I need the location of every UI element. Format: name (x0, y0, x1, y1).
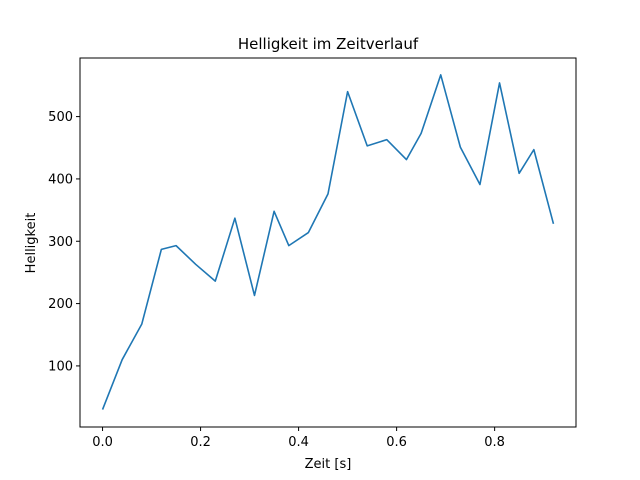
series-layer (101, 74, 555, 410)
y-axis-label: Helligkeit (24, 213, 39, 274)
chart-title: Helligkeit im Zeitverlauf (238, 35, 419, 53)
y-axis: 100 200 300 400 500 (48, 110, 80, 374)
y-tick-label: 400 (48, 172, 73, 187)
x-axis: 0.0 0.2 0.4 0.6 0.8 (92, 427, 505, 450)
x-tick-label: 0.6 (386, 435, 407, 450)
x-tick-label: 0.8 (484, 435, 505, 450)
x-tick-label: 0.2 (190, 435, 211, 450)
x-axis-label: Zeit [s] (305, 457, 352, 472)
y-tick-label: 100 (48, 359, 73, 374)
x-tick-label: 0.0 (92, 435, 113, 450)
y-tick-label: 200 (48, 297, 73, 312)
plot-area (80, 58, 576, 427)
y-tick-label: 300 (48, 235, 73, 250)
x-tick-label: 0.4 (288, 435, 309, 450)
y-tick-label: 500 (48, 110, 73, 125)
plot-frame (79, 57, 577, 428)
